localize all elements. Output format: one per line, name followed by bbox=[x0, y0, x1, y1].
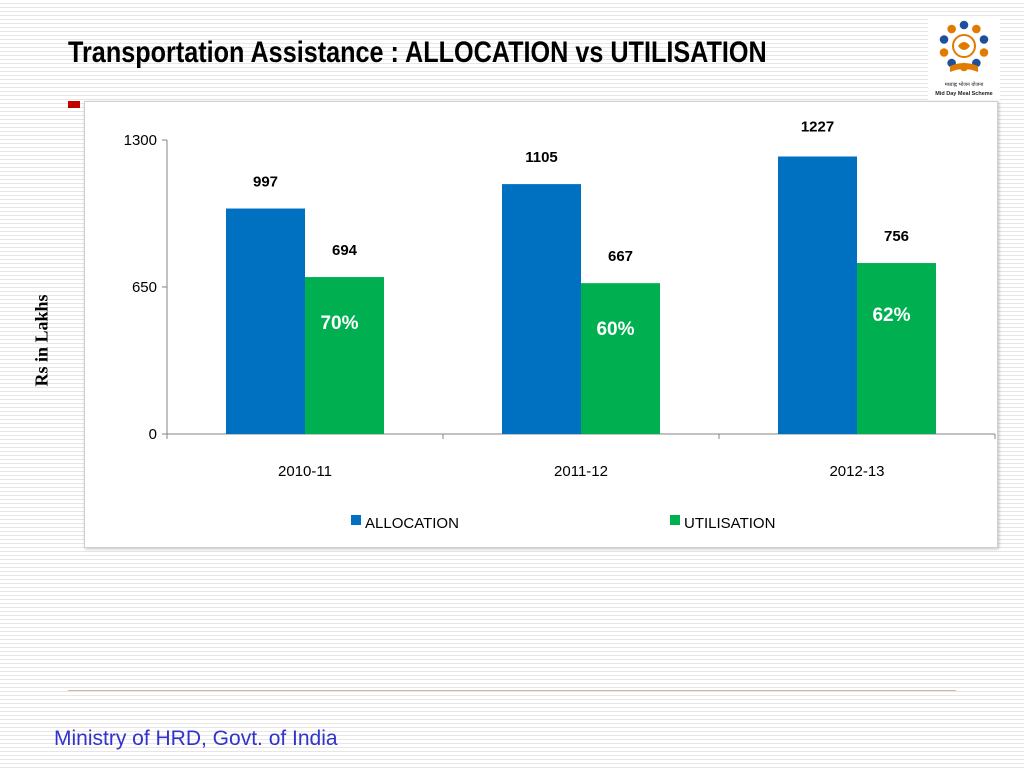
legend-swatch-allocation bbox=[351, 515, 361, 525]
logo-figure-icon bbox=[959, 20, 969, 30]
data-label: 997 bbox=[253, 174, 278, 191]
y-tick-label: 1300 bbox=[124, 132, 157, 149]
utilisation-percent-label: 62% bbox=[872, 305, 910, 326]
legend-label-allocation: ALLOCATION bbox=[365, 515, 459, 532]
y-tick-label: 650 bbox=[132, 279, 157, 296]
logo-hindi-text: मध्याह्न भोजन योजना bbox=[945, 81, 984, 88]
bar-allocation-2012-13 bbox=[778, 156, 857, 435]
bar-utilisation-2011-12 bbox=[581, 283, 660, 434]
x-category-label: 2010-11 bbox=[278, 463, 332, 480]
x-category-label: 2012-13 bbox=[829, 463, 884, 480]
data-label: 667 bbox=[608, 248, 633, 265]
title-accent-marker bbox=[68, 101, 80, 108]
logo-figure-icon bbox=[947, 24, 956, 34]
bar-allocation-2011-12 bbox=[502, 184, 581, 434]
bar-utilisation-2012-13 bbox=[857, 263, 936, 434]
data-label: 1227 bbox=[801, 119, 834, 136]
legend-label-utilisation: UTILISATION bbox=[684, 515, 775, 532]
slide-title: Transportation Assistance : ALLOCATION v… bbox=[68, 36, 767, 69]
data-label: 694 bbox=[332, 242, 358, 259]
logo-figure-icon bbox=[939, 48, 949, 57]
footer-divider bbox=[68, 690, 956, 691]
utilisation-percent-label: 70% bbox=[320, 313, 358, 334]
logo-figure-icon bbox=[979, 48, 989, 57]
data-label: 756 bbox=[884, 228, 909, 245]
utilisation-percent-label: 60% bbox=[596, 319, 634, 340]
bar-chart: 0 650 1300 997 694 70% 2010-11 1105 667 60% 2011-1… bbox=[124, 119, 996, 532]
chart-frame: 0 650 1300 997 694 70% 2010-11 1105 667 60% 2011-1… bbox=[84, 101, 998, 548]
x-category-label: 2011-12 bbox=[554, 463, 608, 480]
footer-text: Ministry of HRD, Govt. of India bbox=[54, 727, 338, 750]
y-tick-label: 0 bbox=[149, 426, 157, 443]
data-label: 1105 bbox=[525, 149, 558, 166]
mid-day-meal-logo: मध्याह्न भोजन योजना Mid Day Meal Scheme bbox=[928, 16, 1000, 102]
logo-figure-icon bbox=[972, 24, 981, 34]
legend-swatch-utilisation bbox=[670, 515, 680, 525]
bar-utilisation-2010-11 bbox=[305, 277, 384, 434]
y-axis-label: Rs in Lakhs bbox=[31, 294, 52, 387]
bar-allocation-2010-11 bbox=[226, 208, 305, 434]
logo-english-text: Mid Day Meal Scheme bbox=[935, 91, 992, 97]
logo-figure-icon bbox=[939, 35, 949, 44]
logo-figure-icon bbox=[979, 35, 989, 44]
